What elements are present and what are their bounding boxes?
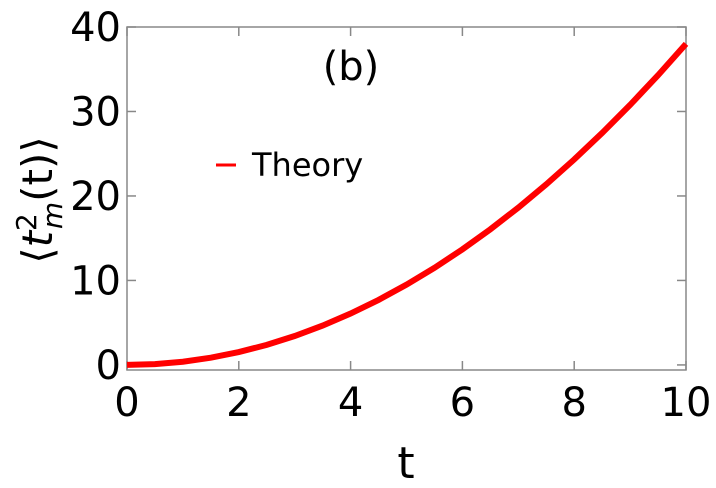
plot-frame	[126, 26, 687, 371]
annotation: (b)	[323, 44, 380, 90]
y-tick-label: 10	[70, 258, 121, 304]
y-tick-label: 40	[70, 5, 121, 51]
x-tick-label: 4	[338, 380, 363, 426]
y-label-part: 2	[10, 213, 43, 231]
y-tick-label: 0	[96, 343, 121, 389]
x-tick-label: 8	[561, 380, 586, 426]
x-tick-label: 10	[661, 380, 712, 426]
y-label-part: ⟨	[13, 247, 62, 263]
line	[126, 41, 689, 368]
y-tick-label: 20	[70, 174, 121, 220]
y-label-part: m	[36, 202, 69, 229]
x-tick-label: 2	[226, 380, 251, 426]
legend-label: Theory	[251, 146, 363, 184]
y-label-part: (t)⟩	[13, 136, 62, 202]
x-axis-label: t	[397, 438, 414, 488]
x-tick-label: 0	[114, 380, 139, 426]
y-label-part: t	[13, 229, 62, 247]
x-tick-label: 6	[450, 380, 475, 426]
y-tick-label: 30	[70, 89, 121, 135]
y-axis-label: ⟨t2m(t)⟩	[10, 136, 69, 264]
